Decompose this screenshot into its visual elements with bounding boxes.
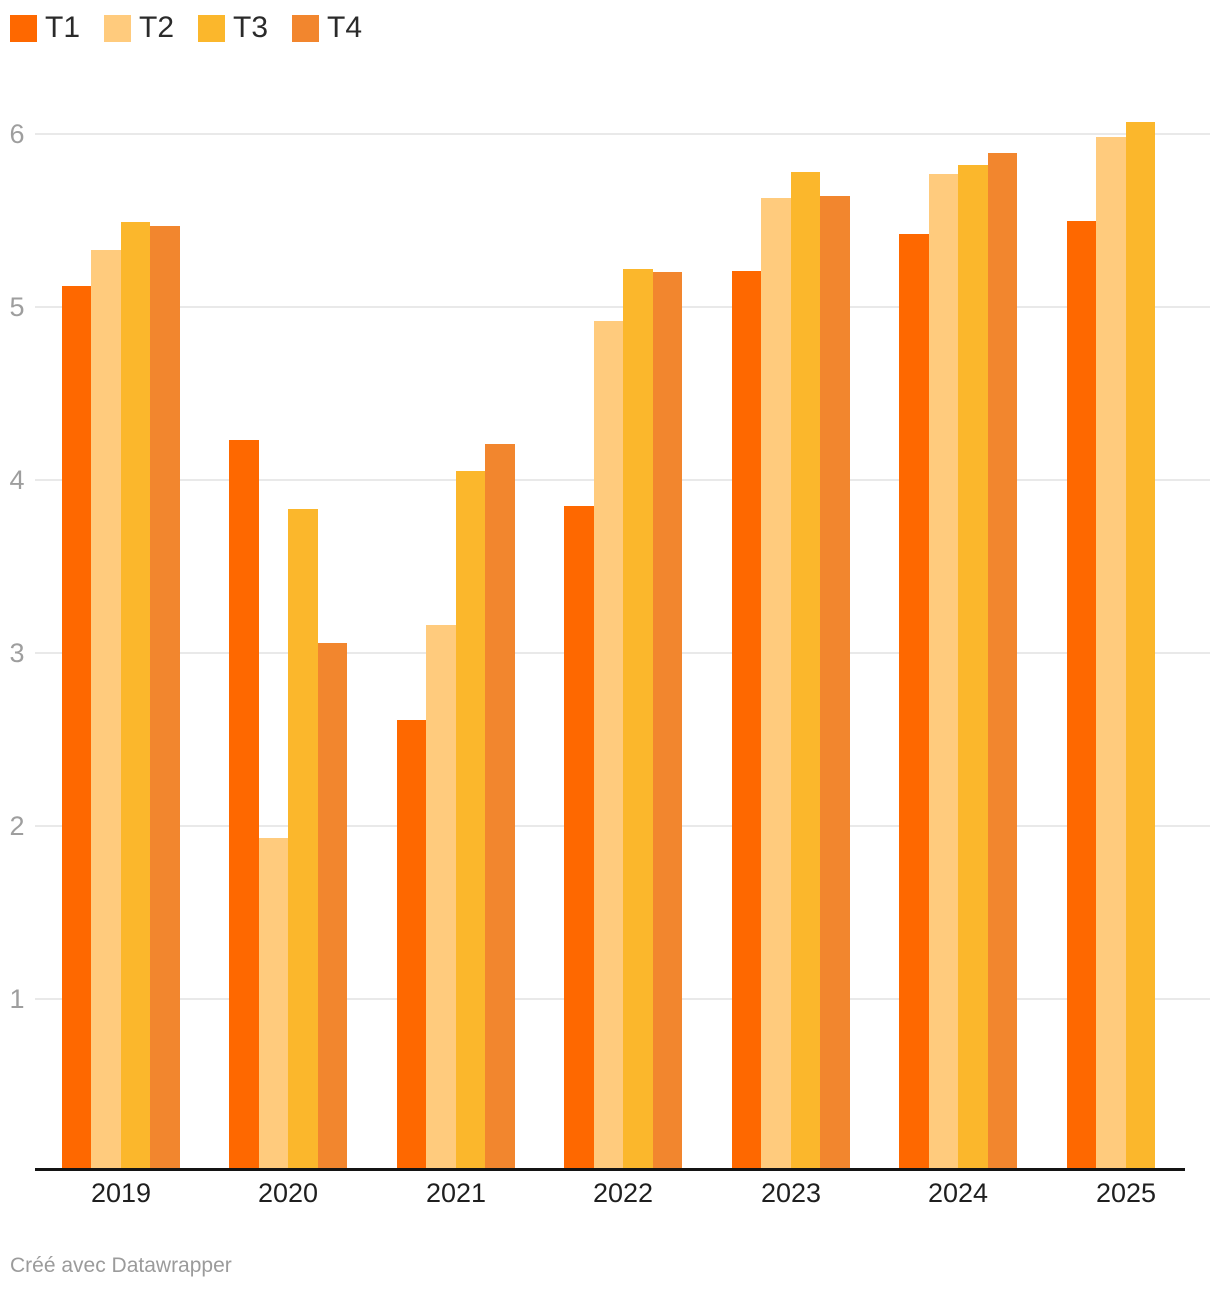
y-tick-label-5: 5: [9, 292, 25, 322]
legend-label: T1: [45, 11, 81, 44]
bar-2025-T2[interactable]: [1096, 137, 1126, 1168]
x-axis-label-2023: 2023: [760, 1178, 822, 1208]
bar-2025-T1[interactable]: [1067, 221, 1096, 1168]
bar-2021-T3[interactable]: [456, 471, 485, 1168]
y-tick-label-2: 2: [9, 811, 25, 841]
bar-2019-T1[interactable]: [62, 286, 91, 1168]
legend: T1 T2 T3 T4: [10, 13, 362, 43]
legend-swatch-T4: [292, 14, 320, 42]
bar-2020-T1[interactable]: [229, 440, 259, 1168]
legend-item-T1[interactable]: T1: [10, 13, 80, 43]
bar-2021-T2[interactable]: [426, 625, 456, 1168]
x-axis-label-2021: 2021: [425, 1178, 487, 1208]
gridline-5: [35, 306, 1210, 308]
bar-2021-T4[interactable]: [485, 444, 515, 1168]
bar-2022-T1[interactable]: [564, 506, 594, 1168]
bar-2023-T3[interactable]: [791, 172, 820, 1168]
bar-2022-T4[interactable]: [653, 272, 682, 1168]
legend-swatch-T2: [104, 14, 132, 42]
legend-item-T3[interactable]: T3: [198, 13, 268, 43]
legend-label: T2: [139, 11, 175, 44]
bar-2022-T2[interactable]: [594, 321, 623, 1168]
bar-2022-T3[interactable]: [623, 269, 653, 1168]
bar-2019-T4[interactable]: [150, 226, 180, 1168]
bar-2024-T3[interactable]: [958, 165, 988, 1168]
bar-2020-T3[interactable]: [288, 509, 318, 1168]
bar-2019-T3[interactable]: [121, 222, 150, 1168]
bar-2019-T2[interactable]: [91, 250, 121, 1168]
bar-2024-T2[interactable]: [929, 174, 958, 1168]
bar-2023-T2[interactable]: [761, 198, 791, 1168]
bar-2024-T1[interactable]: [899, 234, 929, 1168]
legend-swatch-T1: [10, 14, 37, 42]
bar-2025-T3[interactable]: [1126, 122, 1155, 1168]
legend-swatch-T3: [198, 14, 226, 42]
x-axis-line: [35, 1168, 1185, 1171]
gridline-6: [35, 133, 1210, 135]
y-tick-label-1: 1: [9, 984, 25, 1014]
legend-item-T2[interactable]: T2: [104, 13, 174, 43]
x-axis-label-2019: 2019: [90, 1178, 152, 1208]
x-axis-label-2020: 2020: [257, 1178, 319, 1208]
x-axis-label-2022: 2022: [592, 1178, 654, 1208]
legend-label: T4: [327, 11, 363, 44]
bar-2021-T1[interactable]: [397, 720, 426, 1168]
bar-2023-T1[interactable]: [732, 271, 761, 1168]
x-axis-label-2025: 2025: [1095, 1178, 1157, 1208]
bar-2023-T4[interactable]: [820, 196, 850, 1168]
datawrapper-credit[interactable]: Créé avec Datawrapper: [10, 1254, 232, 1277]
x-axis-label-2024: 2024: [927, 1178, 989, 1208]
y-tick-label-6: 6: [9, 119, 25, 149]
legend-label: T3: [233, 11, 269, 44]
bar-2024-T4[interactable]: [988, 153, 1017, 1168]
bar-2020-T4[interactable]: [318, 643, 347, 1168]
y-tick-label-3: 3: [9, 638, 25, 668]
legend-item-T4[interactable]: T4: [292, 13, 362, 43]
y-tick-label-4: 4: [9, 465, 25, 495]
bar-2020-T2[interactable]: [259, 838, 288, 1168]
